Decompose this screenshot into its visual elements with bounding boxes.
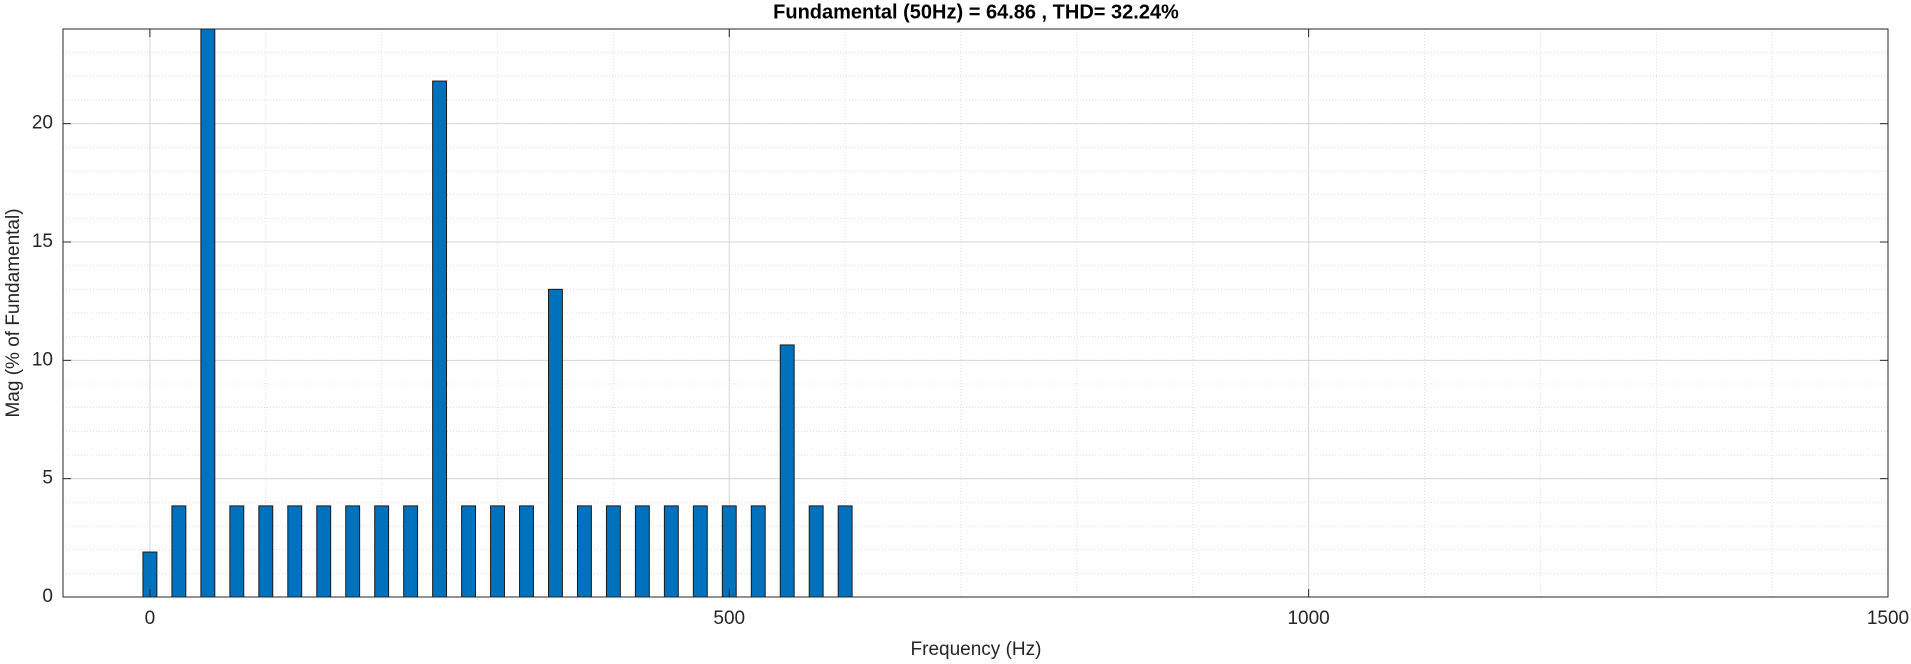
bar [605, 505, 621, 597]
bar [663, 505, 679, 597]
bar [837, 505, 853, 597]
bar [721, 505, 737, 597]
x-tick-label: 1000 [1287, 608, 1329, 629]
y-tick-label: 15 [32, 231, 53, 252]
y-tick-label: 0 [42, 586, 53, 607]
y-tick-label: 5 [42, 468, 53, 489]
bar [490, 505, 505, 597]
bar [258, 505, 274, 597]
x-tick-label: 1500 [1867, 608, 1909, 629]
bar [287, 505, 303, 597]
bar [576, 505, 592, 597]
y-axis-label: Mag (% of Fundamental) [3, 208, 24, 417]
bar [200, 29, 216, 597]
x-tick-label: 500 [713, 608, 745, 629]
bar [229, 505, 245, 597]
chart-title: Fundamental (50Hz) = 64.86 , THD= 32.24% [773, 1, 1179, 23]
bar [316, 505, 332, 597]
bar [548, 288, 563, 597]
bar [779, 344, 795, 597]
bar [345, 505, 361, 597]
bar [403, 505, 419, 597]
bar [634, 505, 650, 597]
bar [692, 505, 708, 597]
y-tick-label: 20 [32, 113, 53, 134]
bar [519, 505, 534, 597]
bar [432, 80, 448, 597]
x-axis-label: Frequency (Hz) [911, 639, 1042, 660]
bar [461, 505, 477, 597]
bar [750, 505, 766, 597]
axes-box [62, 28, 1889, 598]
bar [374, 505, 390, 597]
y-tick-label: 10 [32, 349, 53, 370]
x-tick-label: 0 [145, 608, 156, 629]
bar [171, 505, 187, 597]
bar [808, 505, 824, 597]
